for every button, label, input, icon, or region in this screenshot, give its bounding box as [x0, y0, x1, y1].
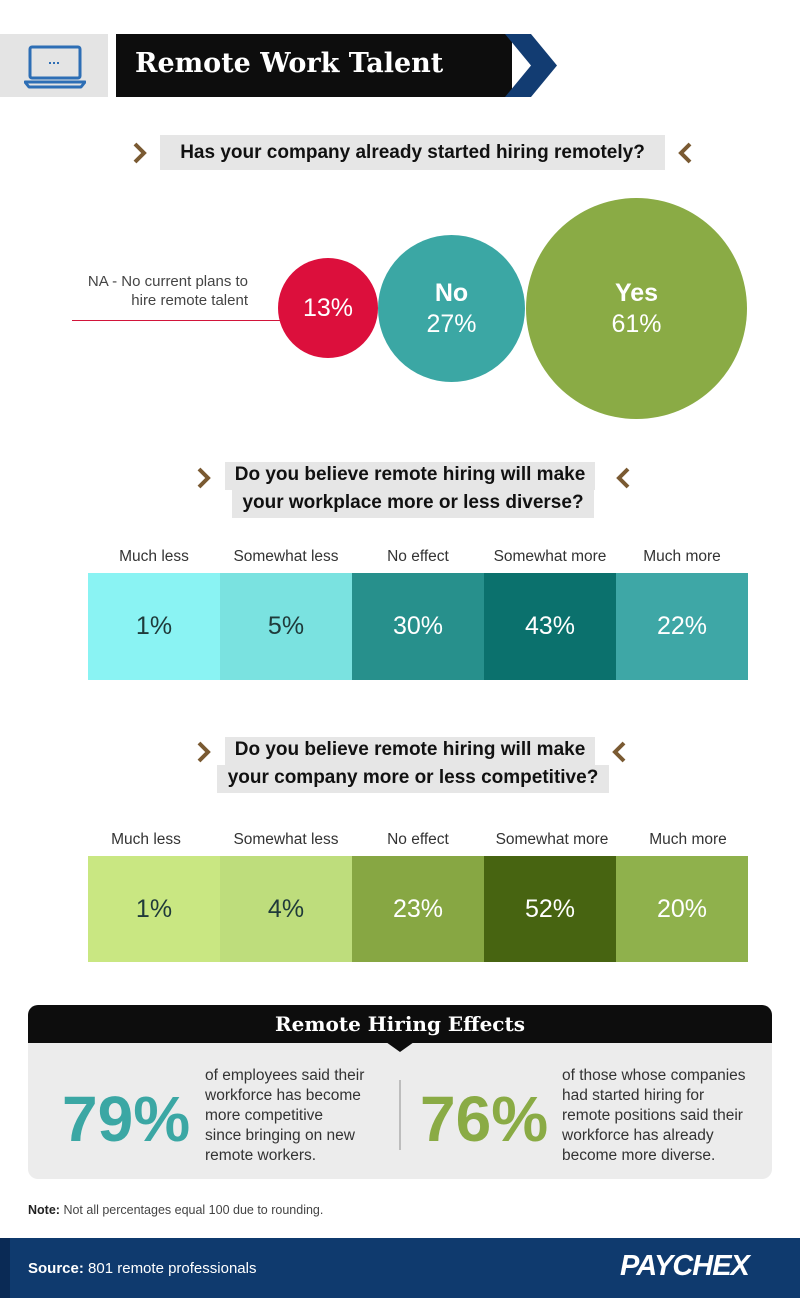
diverse-cell: 1%	[88, 573, 220, 680]
competitive-cell: 1%	[88, 856, 220, 962]
diverse-value: 5%	[267, 612, 305, 640]
footnote-label: Note:	[28, 1203, 60, 1217]
bubble-no-label: No	[434, 278, 469, 307]
diverse-cell: 5%	[220, 573, 352, 680]
effects-left-line: more competitive	[205, 1107, 324, 1124]
effects-right-percent: 76%	[420, 1083, 549, 1155]
diverse-value: 43%	[524, 612, 576, 640]
question-2-line1: Do you believe remote hiring will make	[234, 464, 586, 485]
effects-left-line: since bringing on new	[205, 1127, 355, 1144]
na-leader-line	[72, 320, 280, 321]
chevron-right-icon	[197, 467, 211, 489]
diverse-cell: 22%	[616, 573, 748, 680]
footer-accent	[0, 1238, 10, 1298]
effects-left-line: remote workers.	[205, 1147, 317, 1164]
competitive-value: 23%	[392, 894, 444, 923]
effects-left-text: of employees said their workforce has be…	[205, 1066, 364, 1166]
effects-right-line: of those whose companies	[562, 1067, 746, 1084]
competitive-value: 1%	[135, 894, 173, 923]
footer-bar	[0, 1238, 800, 1298]
page-title: Remote Work Talent	[135, 48, 444, 79]
question-3-line1: Do you believe remote hiring will make	[234, 739, 586, 760]
diverse-label-somewhat-less: Somewhat less	[233, 548, 339, 565]
competitive-value: 20%	[656, 894, 708, 923]
source-line: Source: 801 remote professionals	[28, 1260, 256, 1277]
competitive-label-no-effect: No effect	[387, 831, 449, 848]
na-label-line2: hire remote talent	[131, 292, 248, 309]
effects-right-line: remote positions said their	[562, 1107, 743, 1124]
source-text: 801 remote professionals	[88, 1260, 257, 1277]
competitive-cell: 20%	[616, 856, 748, 962]
effects-left-line: of employees said their	[205, 1067, 365, 1084]
bubble-na: 13%	[278, 258, 378, 358]
effects-left-percent: 79%	[62, 1083, 191, 1155]
laptop-icon	[24, 45, 86, 89]
competitive-value: 4%	[267, 894, 305, 923]
diverse-label-much-more: Much more	[643, 548, 721, 565]
effects-title: Remote Hiring Effects	[275, 1012, 525, 1036]
footnote-text: Not all percentages equal 100 due to rou…	[63, 1203, 324, 1217]
na-label-line1: NA - No current plans to	[87, 273, 248, 290]
bubble-yes-value: 61%	[611, 309, 662, 338]
competitive-cell: 4%	[220, 856, 352, 962]
diverse-cell: 30%	[352, 573, 484, 680]
effects-right-line: workforce has already	[562, 1127, 714, 1144]
question-2: Do you believe remote hiring will make	[225, 462, 595, 490]
competitive-label-much-less: Much less	[111, 831, 181, 848]
question-1: Has your company already started hiring …	[160, 135, 665, 170]
header-icon-box	[0, 34, 108, 97]
chevron-left-icon	[616, 467, 630, 489]
competitive-cell: 23%	[352, 856, 484, 962]
chevron-left-icon	[678, 142, 692, 164]
competitive-cell: 52%	[484, 856, 616, 962]
chevron-left-icon	[612, 741, 626, 763]
diverse-value: 22%	[656, 612, 708, 640]
effects-divider	[399, 1080, 401, 1150]
diverse-value: 30%	[392, 612, 444, 640]
bubble-yes-label: Yes	[614, 278, 659, 307]
chevron-right-icon	[197, 741, 211, 763]
question-3-line2-box: your company more or less competitive?	[217, 765, 609, 793]
footnote: Note: Not all percentages equal 100 due …	[28, 1203, 323, 1217]
competitive-label-somewhat-more: Somewhat more	[495, 831, 609, 848]
paychex-logo: PAYCHEX	[620, 1250, 750, 1282]
chevron-right-icon	[133, 142, 147, 164]
header-chevron-icon	[505, 34, 557, 97]
diverse-cell: 43%	[484, 573, 616, 680]
source-label: Source:	[28, 1260, 84, 1277]
effects-right-line: become more diverse.	[562, 1147, 716, 1164]
effects-left-line: workforce has become	[205, 1087, 361, 1104]
bubble-na-value: 13%	[302, 294, 354, 322]
question-2-line2: your workplace more or less diverse?	[242, 492, 584, 513]
competitive-label-much-more: Much more	[649, 831, 727, 848]
question-3-line2: your company more or less competitive?	[227, 767, 599, 788]
question-3: Do you believe remote hiring will make	[225, 737, 595, 765]
competitive-label-somewhat-less: Somewhat less	[233, 831, 339, 848]
effects-header	[28, 1005, 772, 1043]
header-bar	[116, 34, 512, 97]
diverse-label-much-less: Much less	[119, 548, 189, 565]
bubble-no-value: 27%	[426, 309, 477, 338]
bubble-no: No 27%	[378, 235, 525, 382]
effects-header-notch	[386, 1042, 414, 1052]
diverse-value: 1%	[135, 612, 173, 640]
bubble-yes: Yes 61%	[526, 198, 747, 419]
effects-right-text: of those whose companies had started hir…	[562, 1066, 746, 1166]
effects-right-line: had started hiring for	[562, 1087, 705, 1104]
competitive-value: 52%	[524, 894, 576, 923]
question-2-line2-box: your workplace more or less diverse?	[232, 490, 594, 518]
diverse-label-no-effect: No effect	[387, 548, 449, 565]
na-label: NA - No current plans to hire remote tal…	[52, 272, 248, 310]
diverse-label-somewhat-more: Somewhat more	[493, 548, 607, 565]
